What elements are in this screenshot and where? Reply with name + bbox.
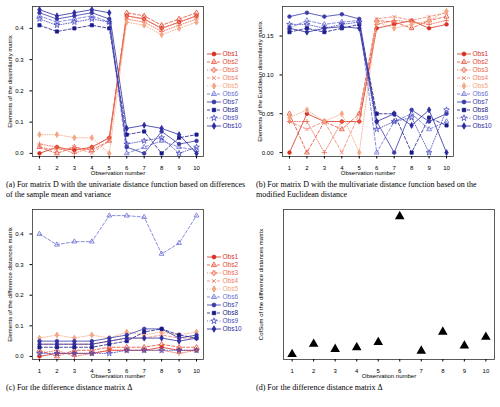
- svg-text:2: 2: [55, 165, 59, 171]
- svg-text:10: 10: [482, 368, 489, 374]
- html-text:Obs10: Obs10: [472, 122, 492, 129]
- html-text:Obs4: Obs4: [472, 74, 488, 81]
- svg-text:0.2: 0.2: [15, 292, 24, 298]
- svg-text:4: 4: [89, 367, 93, 374]
- svg-text:1: 1: [287, 165, 291, 171]
- svg-text:0.3: 0.3: [15, 262, 24, 268]
- html-text:(d) For the difference distanc: (d) For the difference distance matrix Δ: [256, 383, 383, 392]
- html-text:Obs5: Obs5: [222, 285, 238, 292]
- svg-text:6: 6: [124, 367, 128, 374]
- svg-text:Elements of the difference dis: Elements of the difference distances mat…: [7, 227, 13, 342]
- svg-text:3: 3: [333, 368, 337, 374]
- svg-text:8: 8: [159, 165, 163, 171]
- svg-text:10: 10: [193, 368, 200, 374]
- svg-text:4: 4: [339, 164, 343, 171]
- html-text:Obs7: Obs7: [222, 98, 238, 105]
- html-text:Obs10: Obs10: [222, 325, 242, 332]
- svg-text:9: 9: [177, 368, 181, 374]
- svg-text:2: 2: [311, 368, 315, 374]
- svg-text:CofSum of the difference dista: CofSum of the difference distances matri…: [258, 229, 264, 340]
- html-text:Obs1: Obs1: [472, 50, 488, 57]
- html-text:Obs1: Obs1: [222, 50, 238, 57]
- html-text:Obs8: Obs8: [222, 309, 238, 316]
- html-text:Obs3: Obs3: [222, 66, 238, 73]
- html-text:Obs2: Obs2: [472, 58, 488, 65]
- svg-text:Observation number: Observation number: [90, 373, 144, 379]
- svg-text:3: 3: [72, 165, 76, 171]
- html-text:Obs9: Obs9: [472, 114, 488, 121]
- html-text:Obs9: Obs9: [222, 114, 238, 121]
- html-text:Obs2: Obs2: [222, 261, 238, 268]
- svg-text:1: 1: [290, 368, 294, 374]
- html-text:Obs9: Obs9: [222, 317, 238, 324]
- svg-text:6: 6: [374, 164, 378, 171]
- html-text:Obs7: Obs7: [222, 301, 238, 308]
- html-text:Obs6: Obs6: [222, 293, 238, 300]
- svg-text:0.1: 0.1: [15, 119, 24, 125]
- svg-text:5: 5: [376, 367, 380, 374]
- svg-text:9: 9: [427, 165, 431, 171]
- html-text:Obs4: Obs4: [222, 74, 238, 81]
- svg-text:2: 2: [55, 368, 59, 374]
- html-text:Obs6: Obs6: [222, 90, 238, 97]
- html-text:Obs5: Obs5: [222, 82, 238, 89]
- html-text:Obs3: Obs3: [472, 66, 488, 73]
- svg-text:Observation number: Observation number: [340, 170, 394, 176]
- svg-text:3: 3: [72, 368, 76, 374]
- html-text:Obs4: Obs4: [222, 277, 238, 284]
- svg-text:7: 7: [392, 164, 396, 171]
- html-text:Obs5: Obs5: [472, 82, 488, 89]
- svg-text:0.4: 0.4: [15, 231, 24, 237]
- svg-text:Observation number: Observation number: [90, 170, 144, 176]
- svg-text:0.0: 0.0: [15, 353, 24, 359]
- html-text:Obs1: Obs1: [222, 253, 238, 260]
- svg-text:Elements of the Euclidean diss: Elements of the Euclidean dissimilarity …: [257, 21, 263, 141]
- svg-text:5: 5: [357, 164, 361, 171]
- svg-text:0.2: 0.2: [15, 88, 24, 94]
- svg-text:0.00: 0.00: [261, 150, 273, 156]
- html-text:(c) For the difference distanc: (c) For the difference distance matrix Δ: [6, 383, 133, 392]
- html-text:Obs7: Obs7: [472, 98, 488, 105]
- svg-text:0.3: 0.3: [15, 57, 24, 63]
- svg-text:0.15: 0.15: [261, 33, 273, 39]
- svg-text:3: 3: [322, 165, 326, 171]
- svg-text:0.1: 0.1: [15, 323, 24, 329]
- svg-text:8: 8: [441, 368, 445, 374]
- svg-text:6: 6: [397, 367, 401, 374]
- svg-text:1: 1: [37, 165, 41, 171]
- html-text:Obs3: Obs3: [222, 269, 238, 276]
- svg-text:7: 7: [419, 368, 423, 374]
- svg-text:10: 10: [443, 165, 450, 171]
- svg-text:5: 5: [107, 367, 111, 374]
- svg-text:4: 4: [355, 368, 359, 374]
- svg-text:0.05: 0.05: [261, 111, 273, 117]
- html-text:Obs8: Obs8: [222, 106, 238, 113]
- html-text:Obs10: Obs10: [222, 122, 242, 129]
- svg-text:9: 9: [462, 368, 466, 374]
- html-text:Obs2: Obs2: [222, 58, 238, 65]
- svg-text:7: 7: [142, 164, 146, 171]
- svg-text:5: 5: [107, 164, 111, 171]
- html-text:(b) For matrix D with the mult: (b) For matrix D with the multivariate d…: [256, 180, 477, 199]
- svg-text:7: 7: [142, 367, 146, 374]
- svg-text:1: 1: [37, 368, 41, 374]
- svg-text:0.10: 0.10: [261, 72, 273, 78]
- svg-text:6: 6: [124, 164, 128, 171]
- svg-text:0.0: 0.0: [15, 150, 24, 156]
- html-text:Obs6: Obs6: [472, 90, 488, 97]
- svg-text:8: 8: [159, 368, 163, 374]
- svg-text:Elements of the dissimilarity: Elements of the dissimilarity matrix: [7, 35, 13, 127]
- svg-text:0.4: 0.4: [15, 25, 24, 31]
- svg-text:9: 9: [177, 165, 181, 171]
- svg-text:2: 2: [305, 165, 309, 171]
- html-text:(a) For matrix D with the univ: (a) For matrix D with the univariate dis…: [6, 180, 246, 199]
- svg-text:10: 10: [193, 165, 200, 171]
- svg-text:8: 8: [409, 165, 413, 171]
- svg-text:4: 4: [89, 164, 93, 171]
- html-text:Obs8: Obs8: [472, 106, 488, 113]
- svg-text:Observation number: Observation number: [361, 373, 415, 379]
